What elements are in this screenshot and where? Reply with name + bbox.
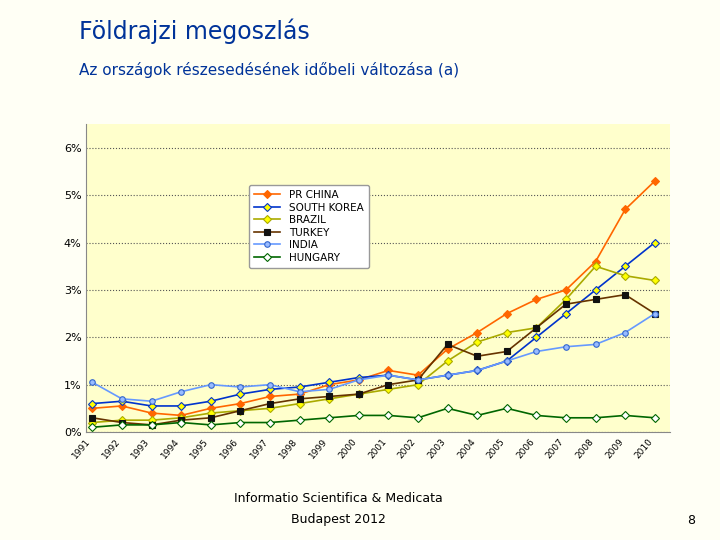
Line: PR CHINA: PR CHINA [89, 178, 657, 418]
Text: Az országok részesedésének időbeli változása (a): Az országok részesedésének időbeli válto… [79, 62, 459, 78]
BRAZIL [236, 408, 245, 414]
INDIA [384, 372, 392, 379]
HUNGARY [207, 422, 215, 428]
TURKEY [354, 391, 363, 397]
HUNGARY [295, 417, 304, 423]
SOUTH KOREA [354, 374, 363, 381]
BRAZIL [207, 410, 215, 416]
SOUTH KOREA [207, 398, 215, 404]
TURKEY [266, 400, 274, 407]
SOUTH KOREA [414, 377, 423, 383]
INDIA [295, 388, 304, 395]
HUNGARY [117, 422, 126, 428]
INDIA [236, 384, 245, 390]
BRAZIL [177, 415, 186, 421]
BRAZIL [532, 325, 541, 331]
HUNGARY [266, 419, 274, 426]
TURKEY [444, 341, 452, 348]
TURKEY [621, 292, 629, 298]
Line: INDIA: INDIA [89, 311, 657, 404]
TURKEY [562, 301, 570, 307]
BRAZIL [503, 329, 511, 336]
PR CHINA [117, 403, 126, 409]
PR CHINA [591, 258, 600, 265]
PR CHINA [207, 405, 215, 411]
SOUTH KOREA [444, 372, 452, 379]
TURKEY [473, 353, 482, 360]
HUNGARY [591, 415, 600, 421]
INDIA [147, 398, 156, 404]
BRAZIL [562, 296, 570, 302]
SOUTH KOREA [236, 391, 245, 397]
TURKEY [147, 422, 156, 428]
INDIA [354, 377, 363, 383]
INDIA [88, 379, 96, 386]
BRAZIL [444, 357, 452, 364]
PR CHINA [650, 178, 659, 184]
BRAZIL [295, 400, 304, 407]
PR CHINA [236, 400, 245, 407]
Legend: PR CHINA, SOUTH KOREA, BRAZIL, TURKEY, INDIA, HUNGARY: PR CHINA, SOUTH KOREA, BRAZIL, TURKEY, I… [249, 185, 369, 268]
SOUTH KOREA [503, 357, 511, 364]
SOUTH KOREA [88, 400, 96, 407]
TURKEY [88, 415, 96, 421]
Line: SOUTH KOREA: SOUTH KOREA [89, 240, 657, 409]
SOUTH KOREA [473, 367, 482, 374]
HUNGARY [236, 419, 245, 426]
SOUTH KOREA [621, 263, 629, 269]
BRAZIL [621, 273, 629, 279]
INDIA [414, 377, 423, 383]
PR CHINA [503, 310, 511, 317]
BRAZIL [325, 396, 333, 402]
HUNGARY [473, 412, 482, 418]
TURKEY [591, 296, 600, 302]
TURKEY [325, 393, 333, 400]
HUNGARY [621, 412, 629, 418]
INDIA [266, 381, 274, 388]
PR CHINA [147, 410, 156, 416]
INDIA [562, 343, 570, 350]
INDIA [503, 357, 511, 364]
TURKEY [650, 310, 659, 317]
SOUTH KOREA [591, 287, 600, 293]
SOUTH KOREA [562, 310, 570, 317]
INDIA [177, 388, 186, 395]
BRAZIL [591, 263, 600, 269]
INDIA [325, 386, 333, 393]
SOUTH KOREA [177, 403, 186, 409]
PR CHINA [177, 412, 186, 418]
HUNGARY [384, 412, 392, 418]
PR CHINA [88, 405, 96, 411]
BRAZIL [147, 417, 156, 423]
PR CHINA [414, 372, 423, 379]
HUNGARY [325, 415, 333, 421]
TURKEY [503, 348, 511, 355]
SOUTH KOREA [117, 398, 126, 404]
PR CHINA [621, 206, 629, 213]
SOUTH KOREA [532, 334, 541, 341]
BRAZIL [414, 381, 423, 388]
BRAZIL [117, 417, 126, 423]
Text: 8: 8 [687, 514, 695, 526]
BRAZIL [354, 391, 363, 397]
PR CHINA [444, 346, 452, 353]
PR CHINA [473, 329, 482, 336]
TURKEY [236, 408, 245, 414]
SOUTH KOREA [147, 403, 156, 409]
HUNGARY [414, 415, 423, 421]
TURKEY [295, 396, 304, 402]
BRAZIL [88, 419, 96, 426]
TURKEY [207, 415, 215, 421]
PR CHINA [532, 296, 541, 302]
Line: HUNGARY: HUNGARY [89, 406, 657, 430]
PR CHINA [325, 381, 333, 388]
Line: TURKEY: TURKEY [89, 292, 657, 428]
HUNGARY [650, 415, 659, 421]
HUNGARY [532, 412, 541, 418]
TURKEY [177, 417, 186, 423]
TURKEY [384, 381, 392, 388]
Line: BRAZIL: BRAZIL [89, 264, 657, 426]
INDIA [621, 329, 629, 336]
PR CHINA [266, 393, 274, 400]
